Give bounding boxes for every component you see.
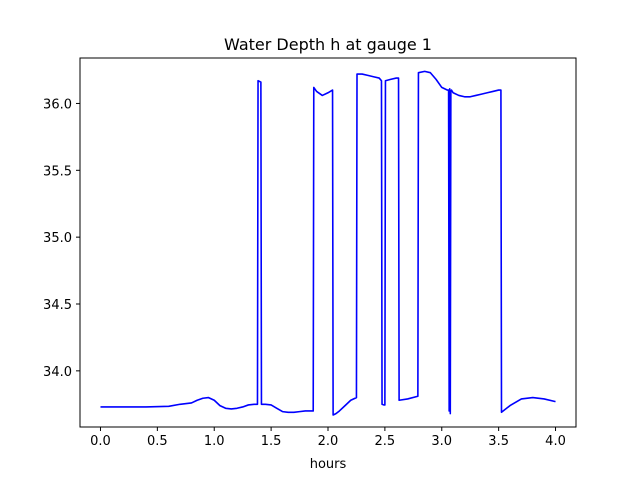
x-tick-label: 4.0 — [545, 434, 566, 449]
x-tick-label: 0.0 — [90, 434, 111, 449]
y-tick-label: 34.5 — [43, 298, 72, 313]
x-tick-label: 3.5 — [488, 434, 509, 449]
x-tick-label: 1.5 — [261, 434, 282, 449]
x-tick-label: 2.5 — [375, 434, 396, 449]
y-tick-label: 35.0 — [43, 231, 72, 246]
x-tick-label: 2.0 — [318, 434, 339, 449]
axes-frame — [79, 57, 577, 428]
x-tick-label: 0.5 — [147, 434, 168, 449]
series-line-0 — [100, 70, 556, 416]
plot-area — [100, 70, 556, 416]
x-axis-label: hours — [310, 457, 347, 472]
chart-title: Water Depth h at gauge 1 — [224, 35, 432, 54]
x-axis-ticks: 0.0 0.5 1.0 1.5 2.0 2.5 3.0 3.5 4.0 — [90, 427, 566, 449]
y-axis-ticks: 34.0 34.5 35.0 35.5 36.0 — [43, 97, 80, 380]
y-tick-label: 35.5 — [43, 164, 72, 179]
x-tick-label: 1.0 — [204, 434, 225, 449]
y-tick-label: 36.0 — [43, 97, 72, 112]
y-tick-label: 34.0 — [43, 365, 72, 380]
x-tick-label: 3.0 — [431, 434, 452, 449]
